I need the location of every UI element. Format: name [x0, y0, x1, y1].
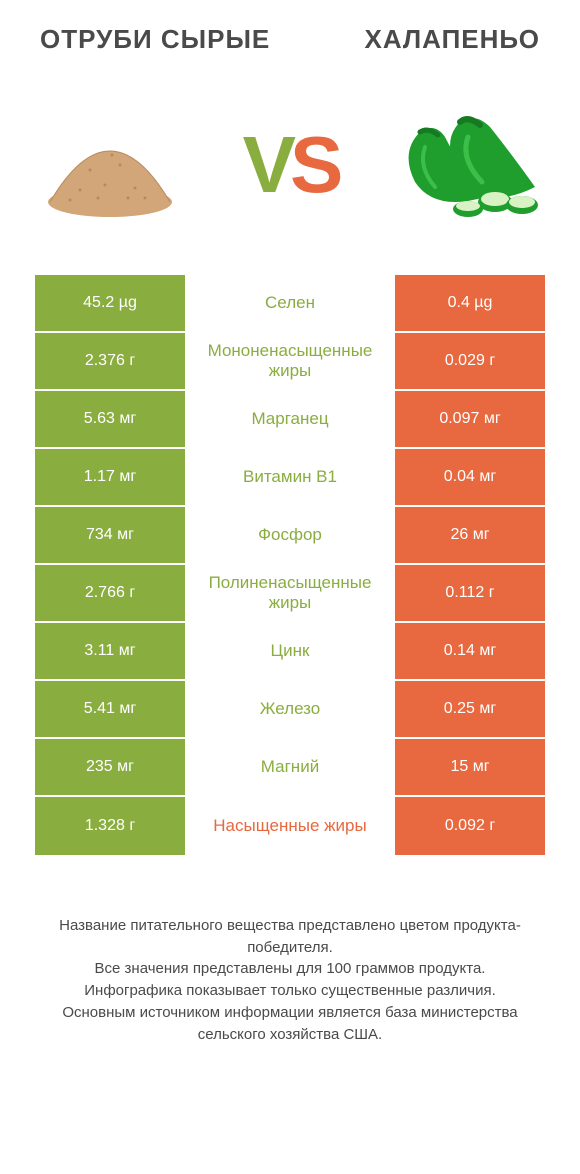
footer-line: Название питательного вещества представл…	[30, 915, 550, 959]
right-value-cell: 0.04 мг	[395, 449, 545, 505]
right-product-title: ХАЛАПЕНЬО	[365, 25, 541, 55]
right-value-cell: 0.097 мг	[395, 391, 545, 447]
right-value-cell: 0.25 мг	[395, 681, 545, 737]
footer-line: Инфографика показывает только существенн…	[30, 980, 550, 1002]
hero-row: VS	[0, 65, 580, 275]
right-value-cell: 0.029 г	[395, 333, 545, 389]
nutrient-label: Витамин B1	[185, 449, 395, 505]
right-value-cell: 15 мг	[395, 739, 545, 795]
left-value-cell: 45.2 µg	[35, 275, 185, 331]
comparison-row: 734 мгФосфор26 мг	[35, 507, 545, 565]
left-value-cell: 2.376 г	[35, 333, 185, 389]
left-value-cell: 734 мг	[35, 507, 185, 563]
nutrient-label: Цинк	[185, 623, 395, 679]
nutrient-label: Марганец	[185, 391, 395, 447]
left-value-cell: 3.11 мг	[35, 623, 185, 679]
nutrient-label: Фосфор	[185, 507, 395, 563]
left-value-cell: 2.766 г	[35, 565, 185, 621]
comparison-row: 1.328 гНасыщенные жиры0.092 г	[35, 797, 545, 855]
footer-notes: Название питательного вещества представл…	[0, 855, 580, 1046]
nutrient-label: Насыщенные жиры	[185, 797, 395, 855]
comparison-row: 235 мгМагний15 мг	[35, 739, 545, 797]
comparison-row: 5.41 мгЖелезо0.25 мг	[35, 681, 545, 739]
right-value-cell: 0.112 г	[395, 565, 545, 621]
bran-image	[30, 95, 190, 235]
nutrient-label: Железо	[185, 681, 395, 737]
jalapeno-image	[390, 95, 550, 235]
comparison-table: 45.2 µgСелен0.4 µg2.376 гМононенасыщенны…	[0, 275, 580, 855]
nutrient-label: Селен	[185, 275, 395, 331]
right-value-cell: 0.092 г	[395, 797, 545, 855]
nutrient-label: Полиненасыщенные жиры	[185, 565, 395, 621]
left-value-cell: 5.63 мг	[35, 391, 185, 447]
nutrient-label: Мононенасыщенные жиры	[185, 333, 395, 389]
vs-label: VS	[243, 125, 338, 205]
header: ОТРУБИ СЫРЫЕ ХАЛАПЕНЬО	[0, 0, 580, 65]
comparison-row: 5.63 мгМарганец0.097 мг	[35, 391, 545, 449]
nutrient-label: Магний	[185, 739, 395, 795]
comparison-row: 1.17 мгВитамин B10.04 мг	[35, 449, 545, 507]
left-value-cell: 1.328 г	[35, 797, 185, 855]
left-value-cell: 235 мг	[35, 739, 185, 795]
comparison-row: 2.766 гПолиненасыщенные жиры0.112 г	[35, 565, 545, 623]
left-value-cell: 1.17 мг	[35, 449, 185, 505]
left-value-cell: 5.41 мг	[35, 681, 185, 737]
right-value-cell: 0.14 мг	[395, 623, 545, 679]
comparison-row: 3.11 мгЦинк0.14 мг	[35, 623, 545, 681]
comparison-row: 45.2 µgСелен0.4 µg	[35, 275, 545, 333]
right-value-cell: 0.4 µg	[395, 275, 545, 331]
footer-line: Основным источником информации является …	[30, 1002, 550, 1046]
right-value-cell: 26 мг	[395, 507, 545, 563]
vs-v: V	[243, 120, 290, 209]
vs-s: S	[290, 120, 337, 209]
comparison-row: 2.376 гМононенасыщенные жиры0.029 г	[35, 333, 545, 391]
footer-line: Все значения представлены для 100 граммо…	[30, 958, 550, 980]
left-product-title: ОТРУБИ СЫРЫЕ	[40, 25, 270, 55]
